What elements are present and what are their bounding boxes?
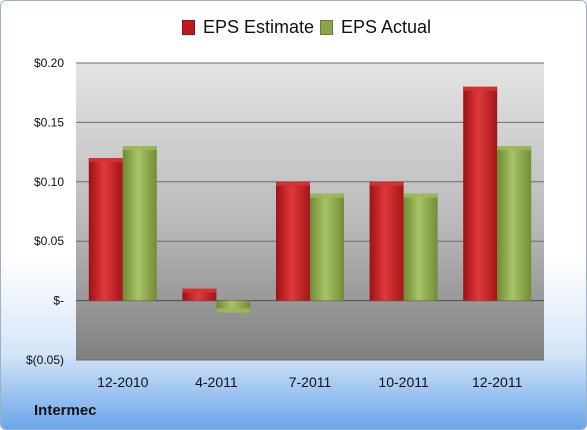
estimate-bar-10-2011-cap <box>369 181 404 186</box>
estimate-bar-12-2010 <box>88 158 123 301</box>
estimate-bar-12-2010-cap <box>88 158 123 163</box>
x-tick-label: 10-2011 <box>378 374 429 390</box>
x-tick-label: 12-2010 <box>97 374 149 390</box>
y-tick-label: $- <box>53 294 64 308</box>
legend-swatch-estimate <box>182 20 195 35</box>
y-tick-label: $0.15 <box>34 115 64 129</box>
actual-bar-12-2010 <box>122 146 157 301</box>
estimate-bar-12-2011 <box>463 86 498 301</box>
estimate-bar-12-2011-cap <box>463 86 498 91</box>
estimate-bar-4-2011-cap <box>182 288 217 293</box>
estimate-bar-7-2011 <box>276 181 310 301</box>
estimate-bar-7-2011-cap <box>276 181 310 186</box>
legend: EPS Estimate EPS Actual <box>1 17 586 43</box>
actual-bar-12-2011-cap <box>497 146 532 151</box>
legend-label-actual: EPS Actual <box>341 17 432 37</box>
y-tick-label: $(0.05) <box>26 353 64 367</box>
actual-bar-10-2011-cap <box>403 193 438 198</box>
estimate-bar-10-2011 <box>369 181 404 301</box>
actual-bar-12-2010-cap <box>122 146 157 151</box>
y-tick-label: $0.05 <box>34 234 64 248</box>
actual-bar-10-2011 <box>403 193 438 301</box>
actual-bar-7-2011-cap <box>310 193 344 198</box>
actual-bar-4-2011 <box>216 300 251 313</box>
actual-bar-12-2011 <box>497 146 532 301</box>
y-tick-label: $0.20 <box>34 56 64 70</box>
estimate-bar-4-2011 <box>182 288 217 301</box>
actual-bar-7-2011 <box>310 193 344 301</box>
company-name: Intermec <box>34 402 97 419</box>
x-tick-label: 4-2011 <box>195 374 238 390</box>
legend-item-actual: EPS Actual <box>320 17 431 38</box>
legend-item-estimate: EPS Estimate <box>182 17 314 38</box>
x-tick-label: 12-2011 <box>472 374 523 390</box>
actual-bar-4-2011-cap <box>216 308 251 313</box>
y-tick-label: $0.10 <box>34 175 64 189</box>
legend-label-estimate: EPS Estimate <box>203 17 315 37</box>
x-tick-label: 7-2011 <box>289 374 332 390</box>
legend-swatch-actual <box>320 20 333 35</box>
